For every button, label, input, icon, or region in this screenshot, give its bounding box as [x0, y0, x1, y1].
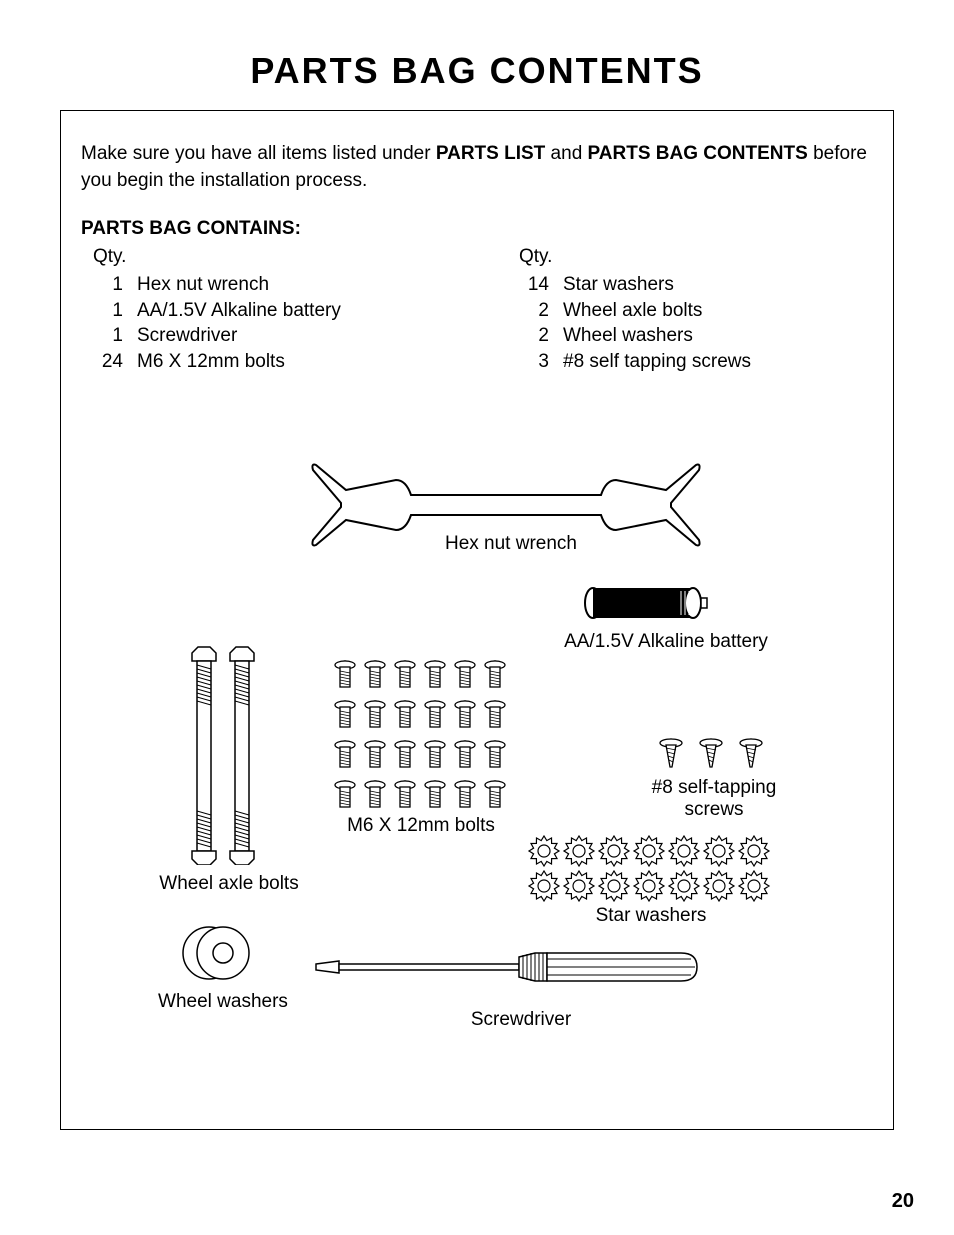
intro-bold-parts-list: PARTS LIST: [436, 143, 545, 164]
intro-bold-parts-bag: PARTS BAG CONTENTS: [588, 143, 808, 164]
intro-text: Make sure you have all items listed unde…: [81, 141, 873, 194]
part-qty: 1: [81, 272, 137, 298]
self-tapping-label-line2: screws: [629, 799, 799, 821]
right-column: Qty. 14Star washers2Wheel axle bolts2Whe…: [507, 246, 873, 375]
self-tapping-label-line1: #8 self-tapping: [629, 777, 799, 799]
part-qty: 1: [81, 323, 137, 349]
self-tapping-icon: [651, 735, 771, 775]
part-row: 2Wheel axle bolts: [507, 298, 873, 324]
intro-before: Make sure you have all items listed unde…: [81, 143, 436, 164]
part-qty: 3: [507, 349, 563, 375]
wheel-axle-bolts-label: Wheel axle bolts: [149, 873, 309, 895]
self-tapping-label: #8 self-tappingscrews: [629, 777, 799, 821]
part-qty: 2: [507, 298, 563, 324]
contains-header: PARTS BAG CONTAINS:: [81, 218, 873, 240]
part-row: 3#8 self tapping screws: [507, 349, 873, 375]
part-name: AA/1.5V Alkaline battery: [137, 298, 341, 324]
part-qty: 24: [81, 349, 137, 375]
m6-bolts-label: M6 X 12mm bolts: [326, 815, 516, 837]
battery-label: AA/1.5V Alkaline battery: [536, 631, 796, 653]
part-row: 1Screwdriver: [81, 323, 447, 349]
part-row: 2Wheel washers: [507, 323, 873, 349]
intro-mid: and: [545, 143, 587, 164]
part-row: 24M6 X 12mm bolts: [81, 349, 447, 375]
part-qty: 14: [507, 272, 563, 298]
part-qty: 2: [507, 323, 563, 349]
battery-icon: [581, 585, 711, 621]
qty-header-left: Qty.: [93, 246, 447, 268]
parts-lists: Qty. 1Hex nut wrench1AA/1.5V Alkaline ba…: [81, 246, 873, 375]
part-row: 1AA/1.5V Alkaline battery: [81, 298, 447, 324]
wheel-washers-label: Wheel washers: [143, 991, 303, 1013]
left-column: Qty. 1Hex nut wrench1AA/1.5V Alkaline ba…: [81, 246, 447, 375]
part-name: Wheel washers: [563, 323, 693, 349]
page-title: PARTS BAG CONTENTS: [60, 50, 894, 92]
qty-header-right: Qty.: [519, 246, 873, 268]
part-row: 1Hex nut wrench: [81, 272, 447, 298]
hex-wrench-label: Hex nut wrench: [411, 533, 611, 555]
wheel-axle-bolts-icon: [186, 645, 266, 865]
page-number: 20: [892, 1190, 914, 1213]
content-box: Make sure you have all items listed unde…: [60, 110, 894, 1130]
diagram-area: Hex nut wrench AA/1.5V Alkaline battery: [81, 455, 873, 1115]
part-name: Hex nut wrench: [137, 272, 269, 298]
part-qty: 1: [81, 298, 137, 324]
part-name: Screwdriver: [137, 323, 237, 349]
part-name: #8 self tapping screws: [563, 349, 751, 375]
screwdriver-icon: [311, 947, 701, 987]
part-name: M6 X 12mm bolts: [137, 349, 285, 375]
star-washers-icon: [526, 833, 776, 903]
star-washers-label: Star washers: [581, 905, 721, 927]
screwdriver-label: Screwdriver: [461, 1009, 581, 1031]
m6-bolts-icon: [331, 655, 511, 815]
part-row: 14Star washers: [507, 272, 873, 298]
wheel-washers-icon: [181, 923, 261, 983]
part-name: Star washers: [563, 272, 674, 298]
part-name: Wheel axle bolts: [563, 298, 702, 324]
